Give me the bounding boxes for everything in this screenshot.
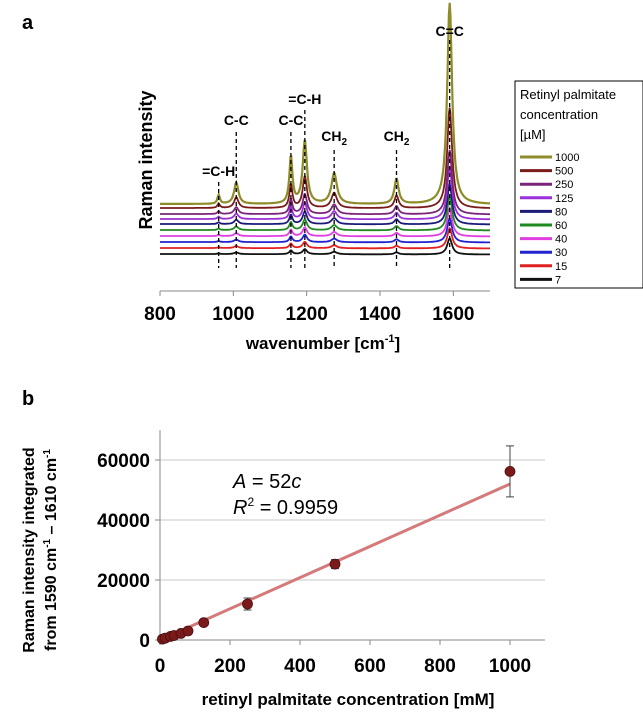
data-point xyxy=(329,558,341,570)
legend-title-line: concentration xyxy=(520,107,598,122)
panel-a-letter: a xyxy=(22,12,34,34)
data-point xyxy=(182,625,194,637)
y-tick-label: 40000 xyxy=(97,511,150,532)
spectrum-trace-250 xyxy=(160,149,490,216)
legend-title-line: Retinyl palmitate xyxy=(520,87,616,102)
spectrum-trace-60 xyxy=(160,193,491,232)
x-tick-labels: 800 1000 1200 1400 1600 xyxy=(144,291,474,325)
peak-label: C-C xyxy=(278,112,303,128)
legend-label: 7 xyxy=(555,274,561,286)
peak-label: C-C xyxy=(224,112,249,128)
spectrum-trace-40 xyxy=(160,205,490,238)
peak-label: =C-H xyxy=(202,163,235,179)
legend-label: 40 xyxy=(555,234,567,246)
legend-label: 15 xyxy=(555,261,567,273)
peak-label: =C-H xyxy=(288,91,321,107)
panel-b-letter: b xyxy=(22,388,34,410)
legend: Retinyl palmitate concentration [µM] 1000 50… xyxy=(514,80,643,289)
spectrum-trace-1000 xyxy=(160,2,490,205)
panel-a-chart: =C-H C-C C-C =C-H CH2 CH2 C=C 800 1000 1200 1400 1… xyxy=(136,2,643,353)
y-axis-title-line1: Raman intensity integrated xyxy=(21,447,38,652)
x-tick-label: 800 xyxy=(144,304,176,325)
panel-b-chart: 0 20000 40000 60000 0 200 400 600 800 1000 A = 5… xyxy=(21,430,545,709)
y-tick-label: 60000 xyxy=(97,451,150,472)
legend-label: 80 xyxy=(555,206,567,218)
peak-markers: =C-H C-C C-C =C-H CH2 CH2 C=C xyxy=(202,23,464,268)
fit-equation: A = 52c xyxy=(232,471,301,493)
spectrum-trace-500 xyxy=(160,107,490,209)
spectrum-trace-7 xyxy=(160,236,491,256)
x-tick-label: 1000 xyxy=(212,304,254,325)
x-tick-label: 0 xyxy=(155,656,166,677)
gridlines xyxy=(160,459,545,581)
spectrum-trace-30 xyxy=(160,216,490,244)
y-axis-title: Raman intensity xyxy=(136,90,156,229)
legend-label: 60 xyxy=(555,220,567,232)
y-tick-labels: 0 20000 40000 60000 xyxy=(97,451,160,652)
x-axis-title-b: retinyl palmitate concentration [mM] xyxy=(202,690,495,709)
x-tick-label: 1600 xyxy=(432,304,474,325)
x-tick-label: 1400 xyxy=(359,304,401,325)
peak-label: CH2 xyxy=(384,128,410,148)
peak-label: C=C xyxy=(435,23,463,39)
data-points xyxy=(157,445,516,645)
x-tick-label: 1200 xyxy=(286,304,328,325)
y-axis-title-line2: from 1590 cm-1 – 1610 cm-1 xyxy=(42,449,60,651)
peak-label: CH2 xyxy=(321,128,347,148)
legend-label: 30 xyxy=(555,247,567,259)
x-tick-label: 400 xyxy=(284,656,316,677)
spectrum-trace-125 xyxy=(160,166,491,221)
legend-title-line: [µM] xyxy=(520,127,546,142)
legend-label: 1000 xyxy=(555,152,579,164)
spectrum-trace-15 xyxy=(160,226,490,250)
legend-label: 250 xyxy=(555,179,573,191)
x-tick-label: 800 xyxy=(424,656,456,677)
data-point xyxy=(242,598,253,610)
legend-label: 125 xyxy=(555,193,573,205)
spectra-traces xyxy=(160,2,491,256)
x-tick-label: 200 xyxy=(214,656,246,677)
spectrum-trace-80 xyxy=(160,181,490,226)
r-squared-label: R2 = 0.9959 xyxy=(233,495,338,519)
legend-label: 500 xyxy=(555,166,573,178)
y-tick-label: 20000 xyxy=(97,571,150,592)
x-tick-label: 1000 xyxy=(489,656,531,677)
x-axis-title: wavenumber [cm-1] xyxy=(245,333,400,353)
data-point xyxy=(504,465,516,477)
y-tick-label: 0 xyxy=(139,631,150,652)
x-tick-labels-b: 0 200 400 600 800 1000 xyxy=(155,640,531,677)
x-tick-label: 600 xyxy=(354,656,386,677)
data-point xyxy=(198,617,210,628)
